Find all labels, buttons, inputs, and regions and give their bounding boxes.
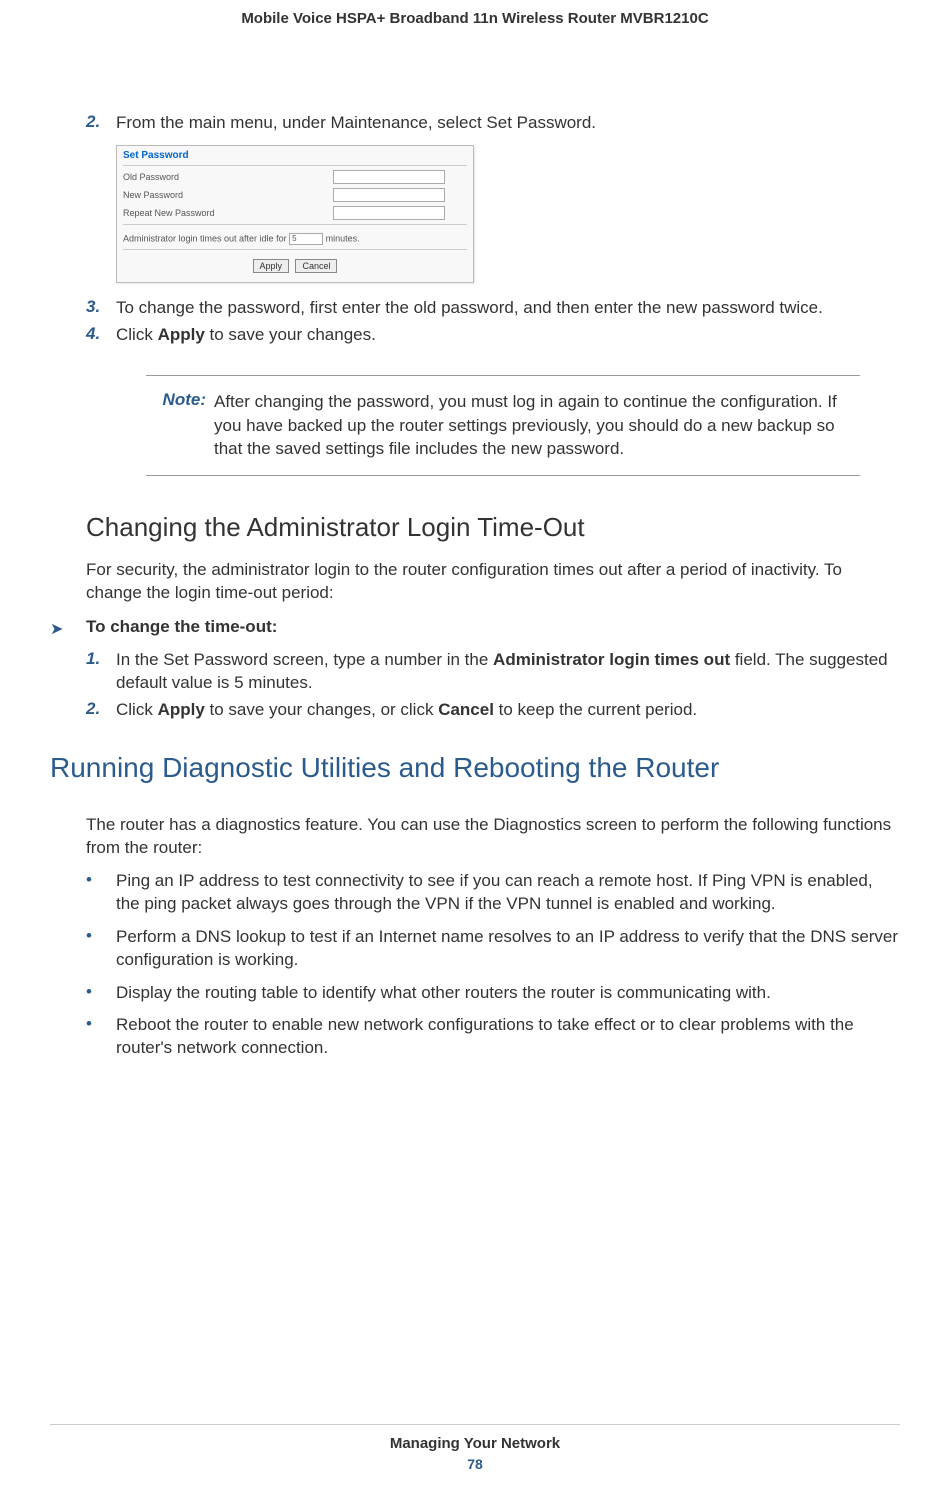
doc-header: Mobile Voice HSPA+ Broadband 11n Wireles…	[50, 10, 900, 27]
timeout-post: minutes.	[323, 233, 360, 243]
page-number: 78	[50, 1456, 900, 1472]
timeout-step-2: 2. Click Apply to save your changes, or …	[86, 699, 900, 722]
heading-timeout: Changing the Administrator Login Time-Ou…	[86, 512, 900, 543]
divider	[123, 165, 467, 166]
bullet-icon: •	[86, 1014, 116, 1060]
timeout-row: Administrator login times out after idle…	[117, 227, 473, 247]
old-password-input[interactable]	[333, 170, 445, 184]
step-number: 1.	[86, 649, 116, 695]
button-row: Apply Cancel	[117, 252, 473, 276]
bullet-ping: • Ping an IP address to test connectivit…	[86, 870, 900, 916]
step-3: 3. To change the password, first enter t…	[86, 297, 900, 320]
bullet-text: Reboot the router to enable new network …	[116, 1014, 900, 1060]
timeout-input[interactable]: 5	[289, 233, 323, 245]
divider	[123, 224, 467, 225]
procedure-heading: ➤ To change the time-out:	[50, 617, 900, 639]
step-number: 4.	[86, 324, 116, 347]
arrow-icon: ➤	[50, 617, 86, 639]
bullet-icon: •	[86, 982, 116, 1005]
footer-section: Managing Your Network	[50, 1435, 900, 1452]
note-label: Note:	[146, 390, 214, 461]
sb-title: Set Password	[117, 146, 473, 163]
new-password-input[interactable]	[333, 188, 445, 202]
repeat-password-row: Repeat New Password	[117, 204, 473, 222]
step-text: From the main menu, under Maintenance, s…	[116, 112, 596, 135]
heading-diagnostics: Running Diagnostic Utilities and Rebooti…	[50, 752, 900, 784]
new-password-row: New Password	[117, 186, 473, 204]
timeout-pre: Administrator login times out after idle…	[123, 233, 289, 243]
step-number: 3.	[86, 297, 116, 320]
step-number: 2.	[86, 699, 116, 722]
step-text: To change the password, first enter the …	[116, 297, 823, 320]
divider	[123, 249, 467, 250]
bullet-dns: • Perform a DNS lookup to test if an Int…	[86, 926, 900, 972]
set-password-screenshot: Set Password Old Password New Password R…	[116, 145, 474, 283]
bullet-text: Perform a DNS lookup to test if an Inter…	[116, 926, 900, 972]
step-text: In the Set Password screen, type a numbe…	[116, 649, 900, 695]
bullet-icon: •	[86, 870, 116, 916]
bullet-icon: •	[86, 926, 116, 972]
timeout-step-1: 1. In the Set Password screen, type a nu…	[86, 649, 900, 695]
note-text: After changing the password, you must lo…	[214, 390, 860, 461]
old-password-row: Old Password	[117, 168, 473, 186]
step-text: Click Apply to save your changes.	[116, 324, 376, 347]
bullet-routing: • Display the routing table to identify …	[86, 982, 900, 1005]
new-password-label: New Password	[123, 190, 333, 200]
diagnostics-intro: The router has a diagnostics feature. Yo…	[86, 814, 900, 860]
note-box: Note: After changing the password, you m…	[146, 375, 860, 476]
bullet-text: Ping an IP address to test connectivity …	[116, 870, 900, 916]
step-number: 2.	[86, 112, 116, 135]
step-text: Click Apply to save your changes, or cli…	[116, 699, 697, 722]
apply-button[interactable]: Apply	[253, 259, 290, 273]
timeout-intro: For security, the administrator login to…	[86, 559, 900, 605]
bullet-reboot: • Reboot the router to enable new networ…	[86, 1014, 900, 1060]
old-password-label: Old Password	[123, 172, 333, 182]
repeat-password-input[interactable]	[333, 206, 445, 220]
repeat-password-label: Repeat New Password	[123, 208, 333, 218]
procedure-title: To change the time-out:	[86, 617, 277, 639]
page-footer: Managing Your Network 78	[50, 1424, 900, 1472]
step-4: 4. Click Apply to save your changes.	[86, 324, 900, 347]
bullet-text: Display the routing table to identify wh…	[116, 982, 771, 1005]
step-2: 2. From the main menu, under Maintenance…	[86, 112, 900, 135]
cancel-button[interactable]: Cancel	[295, 259, 337, 273]
